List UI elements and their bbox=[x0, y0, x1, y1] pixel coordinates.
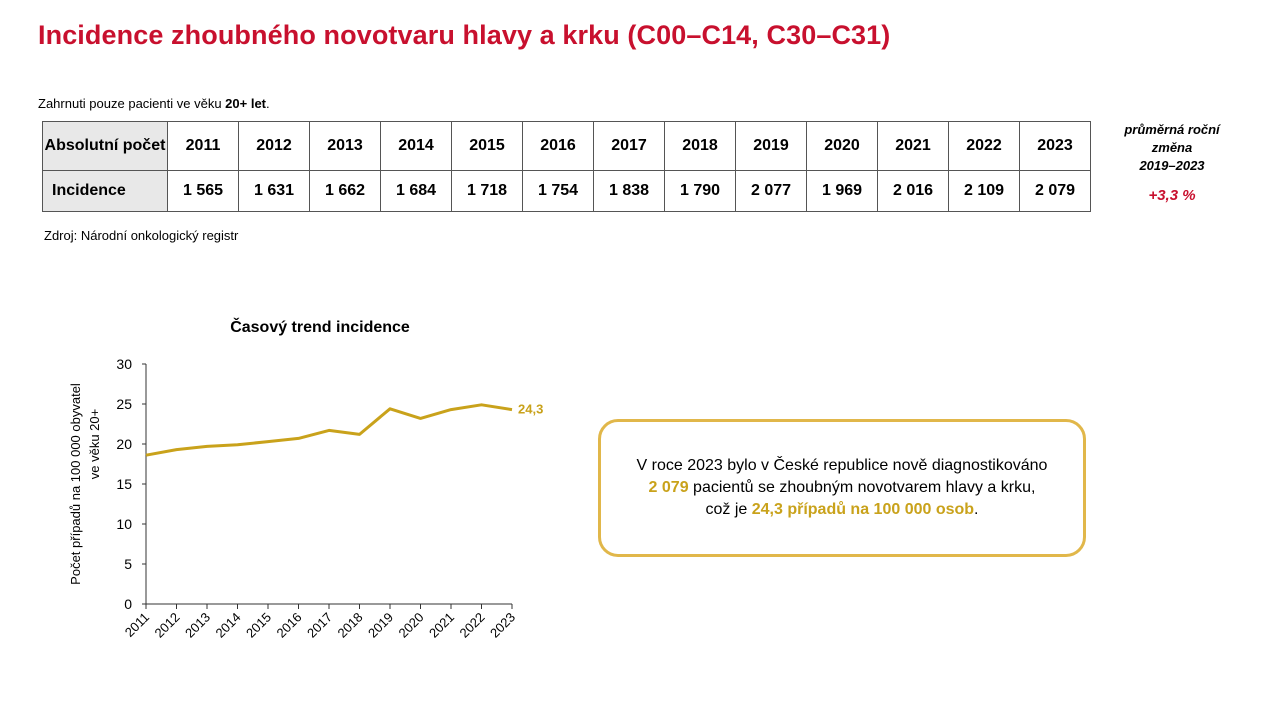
x-tick-label: 2019 bbox=[365, 610, 396, 641]
x-tick-label: 2018 bbox=[335, 610, 366, 641]
avg-change-label-line3: 2019–2023 bbox=[1139, 158, 1205, 173]
callout-text-1: V roce 2023 bylo v České republice nově … bbox=[636, 457, 1048, 474]
avg-change-value: +3,3 % bbox=[1148, 187, 1196, 204]
avg-change-label: průměrná roční změna 2019–2023 bbox=[1112, 121, 1232, 175]
callout-text-2: pacientů se zhoubným novotvarem hlavy a … bbox=[688, 479, 1036, 496]
table-value-8: 2 077 bbox=[735, 170, 807, 212]
table-value-2: 1 662 bbox=[309, 170, 381, 212]
table-row-label: Incidence bbox=[42, 170, 168, 212]
avg-change-label-line1: průměrná roční bbox=[1124, 122, 1220, 137]
incidence-table: Absolutní počet 2011 2012 2013 2014 2015 2016… bbox=[42, 121, 1091, 212]
table-value-11: 2 109 bbox=[948, 170, 1020, 212]
table-year-4: 2015 bbox=[451, 121, 523, 171]
chart-title: Časový trend incidence bbox=[230, 319, 410, 336]
x-tick-label: 2014 bbox=[213, 610, 244, 641]
inclusion-note-text: Zahrnuti pouze pacienti ve věku bbox=[38, 96, 226, 111]
table-value-4: 1 718 bbox=[451, 170, 523, 212]
y-tick-label: 30 bbox=[116, 356, 132, 372]
table-year-6: 2017 bbox=[593, 121, 665, 171]
table-value-12: 2 079 bbox=[1019, 170, 1091, 212]
table-year-5: 2016 bbox=[522, 121, 594, 171]
summary-callout: V roce 2023 bylo v České republice nově … bbox=[598, 419, 1086, 557]
x-tick-label: 2012 bbox=[152, 610, 183, 641]
table-year-8: 2019 bbox=[735, 121, 807, 171]
x-tick-label: 2020 bbox=[396, 610, 427, 641]
x-tick-label: 2022 bbox=[457, 610, 488, 641]
table-value-10: 2 016 bbox=[877, 170, 949, 212]
x-tick-label: 2015 bbox=[243, 610, 274, 641]
table-value-6: 1 838 bbox=[593, 170, 665, 212]
table-year-7: 2018 bbox=[664, 121, 736, 171]
table-year-0: 2011 bbox=[167, 121, 239, 171]
avg-change-label-line2: změna bbox=[1151, 140, 1193, 155]
table-year-2: 2013 bbox=[309, 121, 381, 171]
table-year-3: 2014 bbox=[380, 121, 452, 171]
callout-text-4: . bbox=[974, 501, 979, 518]
inclusion-note-end: . bbox=[266, 96, 270, 111]
table-year-11: 2022 bbox=[948, 121, 1020, 171]
table-year-12: 2023 bbox=[1019, 121, 1091, 171]
incidence-series-line bbox=[145, 403, 513, 457]
y-axis-label-line2: ve věku 20+ bbox=[87, 409, 102, 479]
table-value-5: 1 754 bbox=[522, 170, 594, 212]
table-year-9: 2020 bbox=[806, 121, 878, 171]
table-value-1: 1 631 bbox=[238, 170, 310, 212]
callout-highlight-count: 2 079 bbox=[648, 479, 689, 496]
y-tick-label: 0 bbox=[124, 596, 132, 612]
x-tick-label: 2023 bbox=[487, 610, 518, 641]
x-tick-label: 2013 bbox=[182, 610, 213, 641]
last-value-label: 24,3 bbox=[518, 402, 543, 417]
inclusion-note-age: 20+ let bbox=[225, 96, 267, 111]
x-tick-label: 2016 bbox=[274, 610, 305, 641]
y-tick-label: 25 bbox=[116, 396, 132, 412]
table-year-10: 2021 bbox=[877, 121, 949, 171]
y-tick-label: 10 bbox=[116, 516, 132, 532]
source-note: Zdroj: Národní onkologický registr bbox=[44, 228, 239, 243]
callout-highlight-rate: 24,3 případů na 100 000 osob bbox=[751, 501, 975, 518]
table-value-0: 1 565 bbox=[167, 170, 239, 212]
table-value-9: 1 969 bbox=[806, 170, 878, 212]
table-value-3: 1 684 bbox=[380, 170, 452, 212]
page-title: Incidence zhoubného novotvaru hlavy a kr… bbox=[38, 20, 891, 50]
table-year-1: 2012 bbox=[238, 121, 310, 171]
table-value-7: 1 790 bbox=[664, 170, 736, 212]
callout-text-3: což je bbox=[705, 501, 752, 518]
x-tick-label: 2021 bbox=[426, 610, 457, 641]
y-tick-label: 20 bbox=[116, 436, 132, 452]
y-tick-label: 15 bbox=[116, 476, 132, 492]
trend-chart: 0 5 10 15 20 25 30 2011 2012 2013 2014 2015 2016 2017… bbox=[68, 356, 543, 641]
x-tick-label: 2017 bbox=[304, 610, 335, 641]
y-axis-label-line1: Počet případů na 100 000 obyvatel bbox=[68, 383, 83, 585]
x-tick-label: 2011 bbox=[122, 610, 152, 640]
table-header-label: Absolutní počet bbox=[42, 121, 168, 171]
y-tick-label: 5 bbox=[124, 556, 132, 572]
inclusion-note: Zahrnuti pouze pacienti ve věku 20+ let. bbox=[38, 96, 270, 111]
